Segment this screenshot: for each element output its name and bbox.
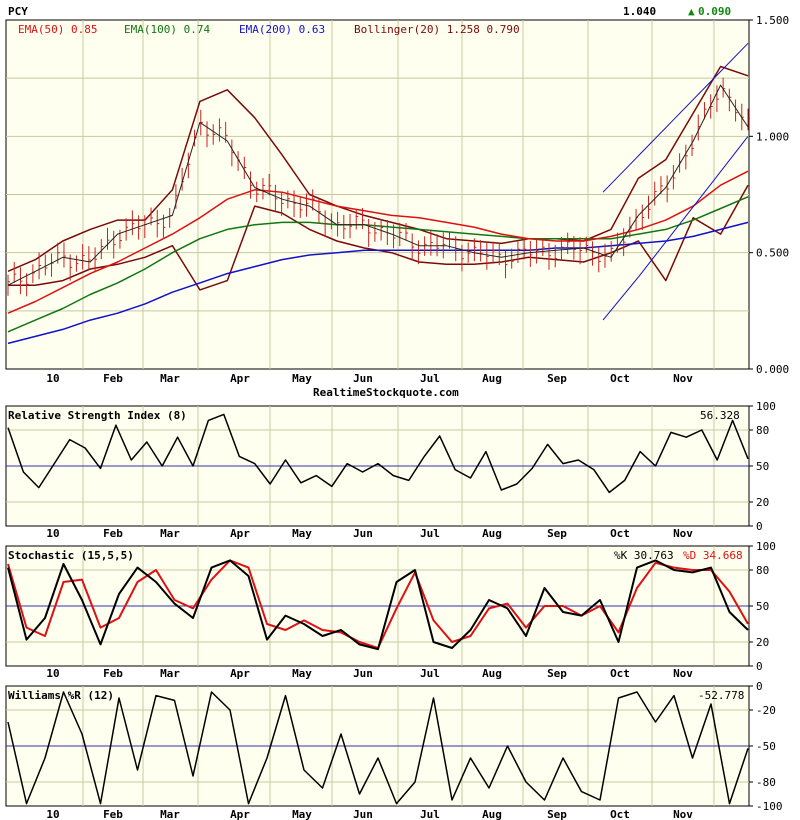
x-tick-label: Feb bbox=[103, 527, 123, 540]
x-tick-label: Apr bbox=[230, 372, 250, 385]
x-tick-label: Jul bbox=[420, 667, 440, 680]
x-tick-label: Mar bbox=[160, 527, 180, 540]
y-tick-label: 20 bbox=[756, 636, 769, 649]
chart-marks: 10 Feb Mar Apr May Jun Jul Aug Sep Oct Nov 10 Feb Mar… bbox=[7, 14, 789, 820]
y-tick-label: 50 bbox=[756, 600, 769, 613]
y-tick-label: -20 bbox=[756, 704, 776, 717]
y-tick-label: 80 bbox=[756, 424, 769, 437]
x-tick-label: Aug bbox=[482, 372, 502, 385]
williams-value: -52.778 bbox=[698, 689, 744, 702]
stochastic-k-value: %K 30.763 bbox=[614, 549, 674, 562]
price-close-line bbox=[7, 84, 749, 286]
legend-ema200: EMA(200) 0.63 bbox=[239, 23, 325, 36]
x-tick-label: 10 bbox=[46, 372, 59, 385]
y-tick-label: 1.500 bbox=[756, 14, 789, 27]
x-tick-label: Aug bbox=[482, 667, 502, 680]
x-tick-label: Jun bbox=[353, 527, 373, 540]
y-tick-label: 0.500 bbox=[756, 247, 789, 260]
stochastic-d-value: %D 34.668 bbox=[683, 549, 743, 562]
grid-lines bbox=[6, 20, 749, 806]
y-tick-label: -80 bbox=[756, 776, 776, 789]
williams-r-line bbox=[7, 691, 749, 805]
last-price: 1.040 bbox=[623, 5, 656, 18]
x-tick-label: Sep bbox=[547, 808, 567, 820]
legend-ema100: EMA(100) 0.74 bbox=[124, 23, 210, 36]
x-tick-label: Apr bbox=[230, 667, 250, 680]
trend-channel-upper-line bbox=[602, 42, 749, 193]
x-tick-label: Feb bbox=[103, 808, 123, 820]
y-tick-label: 0.000 bbox=[756, 363, 789, 376]
x-tick-label: Oct bbox=[610, 372, 630, 385]
x-tick-label: Oct bbox=[610, 808, 630, 820]
x-tick-label: Oct bbox=[610, 667, 630, 680]
williams-title: Williams %R (12) bbox=[8, 689, 114, 702]
x-tick-label: May bbox=[292, 527, 312, 540]
price-change: 0.090 bbox=[698, 5, 731, 18]
x-tick-label: 10 bbox=[46, 667, 59, 680]
x-tick-label: Feb bbox=[103, 667, 123, 680]
rsi-value: 56.328 bbox=[700, 409, 740, 422]
x-tick-label: May bbox=[292, 808, 312, 820]
watermark: RealtimeStockquote.com bbox=[313, 386, 459, 399]
y-tick-label: 1.000 bbox=[756, 130, 789, 143]
x-tick-label: Apr bbox=[230, 527, 250, 540]
ema200-line bbox=[7, 221, 749, 345]
x-tick-label: Mar bbox=[160, 372, 180, 385]
legend-ema50: EMA(50) 0.85 bbox=[18, 23, 97, 36]
x-tick-label: Feb bbox=[103, 372, 123, 385]
x-tick-label: Jul bbox=[420, 808, 440, 820]
x-tick-label: Mar bbox=[160, 667, 180, 680]
rsi-line bbox=[7, 413, 749, 494]
stochastic-k-line bbox=[7, 559, 749, 651]
symbol-label: PCY bbox=[8, 5, 28, 18]
y-tick-label: 0 bbox=[756, 680, 763, 693]
stochastic-title: Stochastic (15,5,5) bbox=[8, 549, 134, 562]
x-tick-label: May bbox=[292, 372, 312, 385]
y-tick-label: 80 bbox=[756, 564, 769, 577]
x-tick-label: Nov bbox=[673, 527, 693, 540]
y-tick-label: -50 bbox=[756, 740, 776, 753]
x-tick-label: Aug bbox=[482, 527, 502, 540]
x-tick-label: 10 bbox=[46, 527, 59, 540]
ema50-line bbox=[7, 170, 749, 314]
trend-channel-lower-line bbox=[602, 135, 749, 321]
y-tick-label: 100 bbox=[756, 540, 776, 553]
x-tick-label: Sep bbox=[547, 667, 567, 680]
x-tick-label: Mar bbox=[160, 808, 180, 820]
legend-bollinger: Bollinger(20) 1.258 0.790 bbox=[354, 23, 520, 36]
y-tick-label: 0 bbox=[756, 520, 763, 533]
y-tick-label: -100 bbox=[756, 800, 783, 813]
x-tick-label: Jun bbox=[353, 372, 373, 385]
x-tick-label: Jul bbox=[420, 527, 440, 540]
change-up-icon: ▲ bbox=[688, 5, 695, 18]
y-tick-label: 50 bbox=[756, 460, 769, 473]
rsi-title: Relative Strength Index (8) bbox=[8, 409, 187, 422]
x-tick-label: Aug bbox=[482, 808, 502, 820]
x-tick-label: May bbox=[292, 667, 312, 680]
x-tick-label: Sep bbox=[547, 372, 567, 385]
y-tick-label: 100 bbox=[756, 400, 776, 413]
x-tick-label: Nov bbox=[673, 808, 693, 820]
x-tick-label: Nov bbox=[673, 372, 693, 385]
y-tick-label: 20 bbox=[756, 496, 769, 509]
x-tick-label: Oct bbox=[610, 527, 630, 540]
bollinger-upper-line bbox=[7, 65, 749, 272]
x-tick-label: Sep bbox=[547, 527, 567, 540]
y-tick-label: 0 bbox=[756, 660, 763, 673]
x-tick-label: Nov bbox=[673, 667, 693, 680]
x-tick-label: Jun bbox=[353, 808, 373, 820]
x-tick-label: Jul bbox=[420, 372, 440, 385]
x-tick-label: Jun bbox=[353, 667, 373, 680]
x-tick-label: Apr bbox=[230, 808, 250, 820]
x-tick-label: 10 bbox=[46, 808, 59, 820]
